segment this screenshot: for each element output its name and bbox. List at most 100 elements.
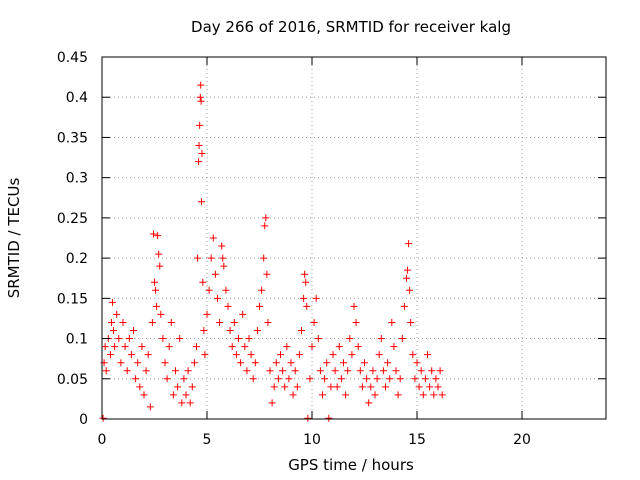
data-point: [384, 359, 392, 367]
data-point: [197, 97, 205, 105]
data-point: [101, 343, 109, 351]
data-point: [115, 335, 123, 343]
data-point: [178, 399, 186, 407]
data-point: [333, 383, 341, 391]
data-point: [375, 351, 383, 359]
data-point: [207, 254, 215, 262]
data-point: [194, 254, 202, 262]
data-point: [413, 359, 421, 367]
data-point: [438, 391, 446, 399]
data-point: [382, 383, 389, 391]
data-point: [184, 367, 192, 375]
data-point: [356, 367, 364, 375]
data-point: [430, 391, 438, 399]
data-point: [154, 232, 162, 240]
data-point: [377, 335, 385, 343]
x-tick-label: 20: [513, 432, 531, 448]
data-point: [316, 367, 324, 375]
data-point: [298, 327, 305, 335]
data-point: [157, 310, 165, 318]
data-point: [287, 359, 295, 367]
y-tick-label: 0.05: [57, 372, 88, 388]
data-point: [277, 351, 284, 359]
data-point: [335, 343, 343, 351]
data-point: [201, 351, 209, 359]
data-point: [301, 270, 309, 278]
data-point: [417, 367, 425, 375]
data-point: [312, 294, 320, 302]
data-point: [198, 150, 206, 158]
data-point: [404, 266, 412, 274]
data-point: [371, 391, 379, 399]
data-point: [113, 310, 121, 318]
data-point: [283, 343, 291, 351]
data-point: [344, 367, 352, 375]
data-point: [222, 286, 230, 294]
x-axis-label: GPS time / hours: [288, 456, 414, 474]
data-point: [216, 318, 224, 326]
data-point: [196, 93, 204, 101]
data-point: [161, 359, 169, 367]
data-point: [190, 359, 198, 367]
data-point: [110, 327, 118, 335]
data-point: [281, 383, 289, 391]
data-point: [165, 343, 173, 351]
data-point: [354, 343, 362, 351]
data-point: [388, 318, 396, 326]
data-point: [186, 399, 194, 407]
data-point: [237, 359, 245, 367]
data-point: [203, 310, 211, 318]
data-point: [352, 318, 360, 326]
data-point: [340, 359, 347, 367]
data-point: [247, 351, 255, 359]
data-point: [329, 351, 337, 359]
data-point: [293, 383, 301, 391]
data-point: [323, 359, 331, 367]
data-point: [148, 318, 156, 326]
data-point: [319, 391, 326, 399]
data-point: [109, 298, 116, 306]
data-point: [199, 278, 207, 286]
chart-title: Day 266 of 2016, SRMTID for receiver kal…: [191, 18, 511, 36]
x-tick-label: 0: [98, 432, 107, 448]
data-point: [200, 327, 208, 335]
data-point: [249, 375, 257, 383]
y-tick-label: 0.3: [66, 171, 88, 187]
data-point: [182, 391, 190, 399]
data-point: [167, 318, 175, 326]
data-point: [176, 335, 184, 343]
data-point: [136, 383, 144, 391]
data-point: [406, 286, 414, 294]
data-point: [394, 391, 402, 399]
data-point: [99, 414, 107, 422]
data-point: [434, 383, 442, 391]
data-point: [308, 343, 316, 351]
data-point: [228, 343, 236, 351]
data-points: [99, 81, 446, 422]
data-point: [327, 383, 335, 391]
data-point: [256, 302, 263, 310]
data-point: [121, 343, 129, 351]
data-point: [245, 335, 253, 343]
axis-ticks: 0 0.05 0.1 0.15 0.2 0.25 0.3 0.35 0.4 0.45 0 5 10 15 2…: [57, 50, 606, 448]
data-point: [407, 318, 415, 326]
data-point: [272, 359, 280, 367]
data-point: [270, 383, 278, 391]
data-point: [218, 242, 226, 250]
data-point: [306, 375, 314, 383]
data-point: [331, 367, 339, 375]
data-point: [197, 81, 205, 89]
data-point: [155, 250, 163, 258]
data-point: [321, 375, 329, 383]
data-point: [130, 327, 137, 335]
data-point: [304, 414, 312, 422]
data-point: [314, 335, 322, 343]
data-point: [279, 367, 287, 375]
data-point: [365, 399, 373, 407]
data-point: [426, 383, 434, 391]
data-point: [266, 367, 274, 375]
x-tick-label: 10: [303, 432, 321, 448]
data-point: [260, 254, 268, 262]
grid-lines: [102, 57, 606, 419]
data-point: [400, 302, 408, 310]
